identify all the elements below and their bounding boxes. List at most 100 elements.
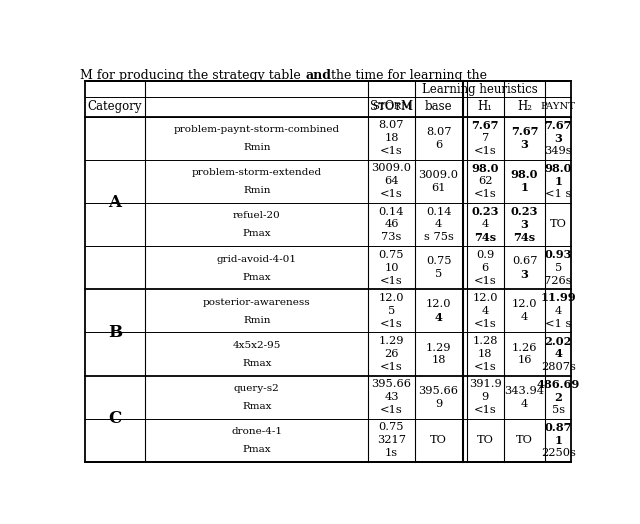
Text: and: and (306, 69, 332, 82)
Text: Rmax: Rmax (242, 402, 271, 411)
Text: <1s: <1s (474, 189, 497, 199)
Text: base: base (425, 101, 452, 113)
Text: 2: 2 (554, 391, 562, 402)
Text: drone-4-1: drone-4-1 (231, 427, 282, 436)
Text: 64: 64 (384, 176, 399, 187)
Text: the time for learning the: the time for learning the (326, 69, 486, 82)
Text: 16: 16 (517, 355, 532, 365)
Text: 18: 18 (478, 349, 493, 359)
Text: TO: TO (430, 435, 447, 445)
Text: <1s: <1s (380, 362, 403, 372)
Text: Rmin: Rmin (243, 316, 271, 325)
Text: Rmax: Rmax (242, 359, 271, 368)
Text: 43: 43 (384, 392, 399, 402)
Text: 9: 9 (482, 392, 489, 402)
Text: 74s: 74s (513, 232, 536, 243)
Text: 0.14: 0.14 (426, 206, 451, 216)
Text: 46: 46 (384, 220, 399, 230)
Text: <1s: <1s (474, 146, 497, 156)
Text: 62: 62 (478, 176, 493, 187)
Text: 3: 3 (521, 139, 529, 150)
Text: 0.14: 0.14 (379, 206, 404, 216)
Text: Pmax: Pmax (243, 272, 271, 281)
Text: 1: 1 (554, 435, 562, 446)
Text: Pmax: Pmax (243, 445, 271, 454)
Text: Rmin: Rmin (243, 187, 271, 195)
Text: 98.0: 98.0 (472, 163, 499, 174)
Text: 10: 10 (384, 263, 399, 272)
Text: <1 s: <1 s (545, 189, 572, 199)
Text: 61: 61 (431, 183, 446, 193)
Text: <1s: <1s (474, 405, 497, 415)
Text: 7.67: 7.67 (545, 119, 572, 130)
Text: 4: 4 (435, 220, 442, 230)
Text: 5: 5 (388, 306, 395, 316)
Text: 1: 1 (554, 176, 562, 187)
Text: 4: 4 (521, 312, 528, 322)
Text: 11.99: 11.99 (540, 292, 576, 303)
Text: Category: Category (88, 101, 142, 113)
Text: PAYNT: PAYNT (541, 102, 575, 112)
Text: Pmax: Pmax (243, 230, 271, 238)
Text: Learning heuristics: Learning heuristics (422, 83, 538, 95)
Text: 4: 4 (482, 220, 489, 230)
Text: 1.26: 1.26 (512, 343, 538, 353)
Text: 0.67: 0.67 (512, 256, 538, 266)
Text: <1s: <1s (380, 405, 403, 415)
Text: 12.0: 12.0 (512, 299, 538, 309)
Text: B: B (108, 324, 122, 341)
Text: 26: 26 (384, 349, 399, 359)
Text: Rmin: Rmin (243, 143, 271, 152)
Text: 6: 6 (482, 263, 489, 272)
Text: 7.67: 7.67 (472, 119, 499, 130)
Text: <1s: <1s (380, 319, 403, 329)
Text: 1.28: 1.28 (472, 336, 498, 346)
Text: 349s: 349s (545, 146, 572, 156)
Text: 0.23: 0.23 (511, 206, 538, 217)
Text: TO: TO (477, 435, 493, 445)
Text: 74s: 74s (474, 232, 497, 243)
Text: 3: 3 (521, 219, 529, 230)
Text: 12.0: 12.0 (426, 299, 451, 309)
Text: 395.66: 395.66 (371, 379, 412, 389)
Text: H₂: H₂ (517, 101, 532, 113)
Text: SᴛOᴛM: SᴛOᴛM (370, 101, 413, 113)
Text: TO: TO (516, 435, 533, 445)
Text: 73s: 73s (381, 233, 402, 243)
Text: 9: 9 (435, 399, 442, 409)
Text: 1s: 1s (385, 449, 398, 458)
Text: 1.29: 1.29 (379, 336, 404, 346)
Text: 3217: 3217 (377, 435, 406, 445)
Text: 3: 3 (554, 133, 562, 144)
Text: 0.23: 0.23 (472, 206, 499, 217)
Text: 0.9: 0.9 (476, 250, 495, 260)
Text: 343.94: 343.94 (504, 386, 545, 396)
Text: A: A (109, 194, 122, 211)
Text: <1s: <1s (380, 146, 403, 156)
Text: 98.0: 98.0 (545, 163, 572, 174)
Text: <1s: <1s (474, 276, 497, 286)
Text: 3009.0: 3009.0 (419, 170, 459, 180)
Text: 391.9: 391.9 (469, 379, 502, 389)
Text: 12.0: 12.0 (472, 293, 498, 303)
Text: 395.66: 395.66 (419, 386, 459, 396)
Text: 12.0: 12.0 (379, 293, 404, 303)
Text: refuel-20: refuel-20 (233, 211, 281, 220)
Text: 3: 3 (521, 269, 529, 280)
Text: 18: 18 (431, 355, 446, 365)
Text: 726s: 726s (545, 276, 572, 286)
Text: 4x5x2-95: 4x5x2-95 (232, 341, 281, 350)
Text: C: C (108, 410, 122, 427)
Text: 2250s: 2250s (541, 449, 575, 458)
Text: TO: TO (550, 220, 566, 230)
Text: <1s: <1s (474, 362, 497, 372)
Text: 3009.0: 3009.0 (371, 163, 412, 173)
Text: <1 s: <1 s (545, 319, 572, 329)
Text: 4: 4 (554, 306, 562, 316)
Text: M for producing the strategy table: M for producing the strategy table (80, 69, 305, 82)
Text: s 75s: s 75s (424, 233, 454, 243)
Text: 18: 18 (384, 133, 399, 143)
Text: 7.67: 7.67 (511, 126, 538, 137)
Text: <1s: <1s (380, 276, 403, 286)
Text: 8.07: 8.07 (426, 127, 451, 137)
